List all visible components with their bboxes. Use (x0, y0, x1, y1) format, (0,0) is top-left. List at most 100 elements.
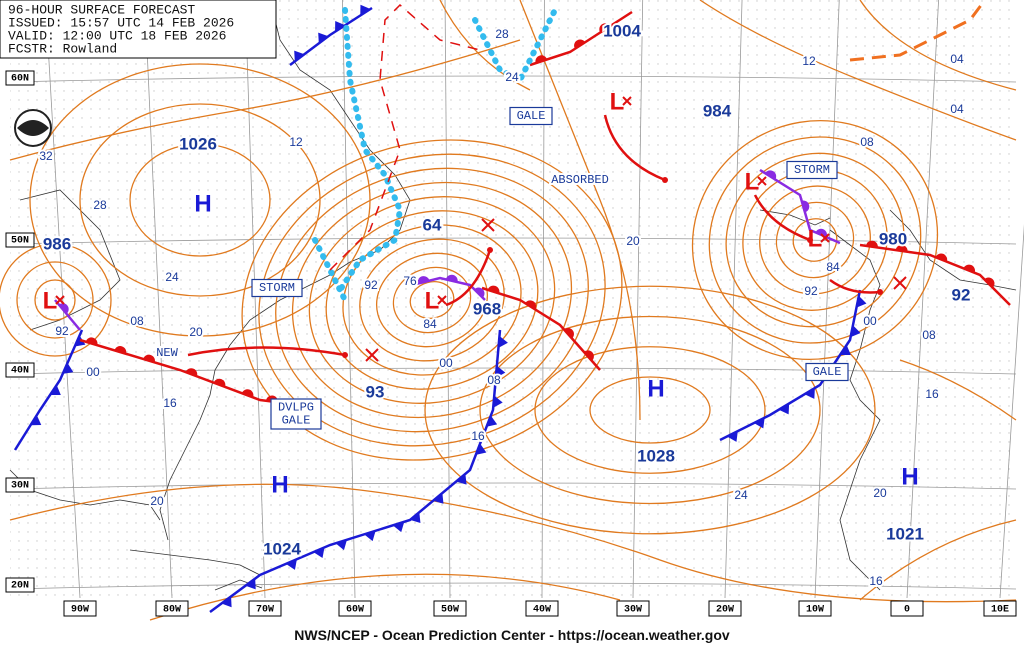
lon-label: 80W (163, 605, 181, 616)
cold-front-symbol (850, 325, 861, 338)
lon-label: 70W (256, 605, 274, 616)
warm-front-symbol (213, 378, 226, 387)
cold-front (13, 329, 84, 451)
isobar (149, 573, 621, 621)
coastline (829, 229, 881, 591)
isobar-label: 84 (423, 317, 437, 331)
lon-label: 90W (71, 605, 89, 616)
isobar (519, 0, 641, 421)
longitude-line (906, 0, 939, 599)
cold-front-symbol (313, 547, 325, 558)
cold-front-symbol (410, 512, 421, 524)
cold-front-symbol (804, 388, 815, 399)
lon-label-box (890, 600, 924, 617)
isobar-label: 16 (163, 396, 177, 410)
isobar (0, 243, 112, 357)
central-pressure: 1021 (886, 524, 924, 543)
occluded-front-symbol (474, 287, 485, 298)
isobar-label: 04 (950, 52, 964, 66)
cold-front-symbol (778, 403, 790, 415)
isobar-label: 04 (950, 102, 964, 116)
isobar-label: 20 (626, 234, 640, 248)
warning-label: GALE (517, 109, 546, 123)
longitude-line (45, 0, 81, 599)
isobar-label: 16 (471, 429, 485, 443)
lon-label: 40W (533, 605, 551, 616)
pressure-center: H (647, 375, 664, 402)
isobar (34, 279, 76, 321)
pressure-center: H (901, 463, 918, 490)
pressure-center: H (194, 190, 211, 217)
isobar (29, 63, 371, 337)
central-pressure: 64 (423, 215, 442, 234)
isobar-label: 32 (39, 149, 53, 163)
arrow-head (342, 352, 348, 358)
center-x (757, 176, 767, 186)
isobar (275, 167, 589, 433)
motion-arrow (445, 249, 492, 307)
warm-front-symbol (963, 264, 975, 273)
center-x (55, 295, 65, 305)
warm-front-symbol (935, 253, 948, 262)
isobar-label: 92 (364, 278, 378, 292)
warm-front-symbol (525, 300, 537, 310)
lon-label-box (63, 600, 97, 617)
warm-front-symbol (574, 39, 586, 49)
pressure-center: L (745, 168, 760, 195)
header-box (0, 0, 277, 59)
warm-front-symbol (85, 337, 98, 346)
coastline (759, 209, 831, 226)
cold-front (719, 289, 862, 442)
lon-label: 0 (904, 605, 910, 616)
isobar-label: 08 (860, 135, 874, 149)
lat-label-box (5, 232, 35, 248)
warm-front-symbol (241, 389, 254, 398)
isobar-label: 20 (189, 325, 203, 339)
isobar-label: 76 (403, 274, 417, 288)
cold-front-symbol (493, 395, 503, 408)
warning-label: ABSORBED (551, 173, 609, 187)
cold-front-symbol (456, 473, 467, 485)
isobar-label: 24 (734, 488, 748, 502)
cold-front-symbol (335, 539, 348, 551)
longitude-line (444, 0, 451, 599)
lon-label-box (798, 600, 832, 617)
warm-front (859, 243, 1011, 306)
isobar (691, 119, 939, 361)
warm-front-symbol (895, 244, 908, 252)
lon-label: 20W (716, 605, 734, 616)
longitude-line (999, 224, 1024, 599)
arrow-head (807, 237, 813, 243)
central-pressure: 968 (473, 299, 501, 318)
pressure-center: H (271, 471, 288, 498)
central-pressure: 984 (703, 101, 732, 120)
cold-front-symbol (475, 443, 487, 455)
coastline (129, 549, 261, 576)
longitude-line (814, 0, 840, 599)
latitude-line (9, 237, 1017, 245)
header-line: 96-HOUR SURFACE FORECAST (8, 2, 195, 17)
warm-front-symbol (563, 327, 574, 339)
isobar-label: 16 (925, 387, 939, 401)
cold-front-symbol (245, 578, 256, 590)
isobar (775, 201, 855, 279)
warning-box (270, 398, 322, 430)
lat-label: 50N (11, 236, 29, 247)
isobar-label: 24 (165, 270, 179, 284)
dashed-trough (849, 0, 987, 62)
isobar-label: 12 (289, 135, 303, 149)
latitude-line (9, 367, 1017, 375)
isobar (409, 281, 455, 319)
warm-front (481, 286, 601, 371)
warm-front-symbol (487, 285, 500, 294)
footer: NWS/NCEP - Ocean Prediction Center - htt… (294, 627, 730, 643)
central-pressure: 1026 (179, 134, 217, 153)
occluded-front-symbol (765, 170, 777, 180)
isobar-label: 16 (869, 574, 883, 588)
longitude-line (244, 0, 266, 599)
isobar-label: 92 (55, 324, 69, 338)
isobar (258, 153, 606, 447)
isobar (9, 483, 1017, 603)
lat-label-box (5, 477, 35, 493)
